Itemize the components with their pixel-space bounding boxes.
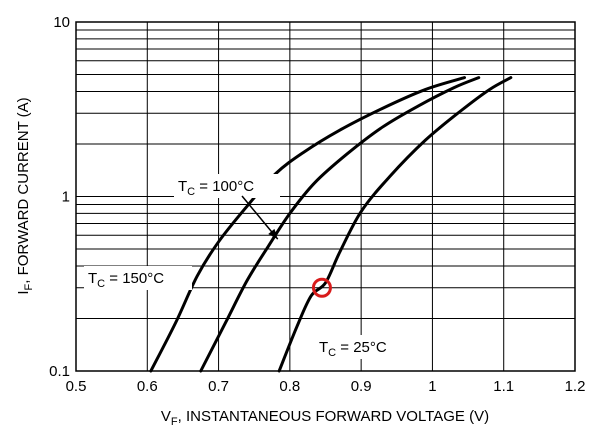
label-tc-100c-bg <box>174 174 280 198</box>
x-tick-label: 0.8 <box>279 378 300 395</box>
series-line-tc-25c <box>277 76 513 373</box>
highlight-marker <box>311 277 332 298</box>
y-tick-label: 0.1 <box>49 363 70 380</box>
series-line-tc-150c <box>149 76 467 373</box>
annotations: TC = 150°C TC = 100°C TC = 25°C <box>84 174 413 359</box>
x-tick-label: 1 <box>428 378 436 395</box>
x-tick-label: 0.6 <box>137 378 158 395</box>
x-axis-title: VF, INSTANTANEOUS FORWARD VOLTAGE (V) <box>161 408 489 428</box>
plot-border <box>75 21 576 372</box>
label-tc-25c: TC = 25°C <box>319 339 387 359</box>
label-tc-100c: TC = 100°C <box>178 178 254 198</box>
series-line-tc-100c <box>199 76 481 373</box>
label-tc-150c-bg <box>84 266 192 290</box>
tick-labels: 0.5 0.6 0.7 0.8 0.9 1 1.1 1.2 0.1 1 10 <box>49 14 585 395</box>
x-tick-label: 1.2 <box>565 378 586 395</box>
x-tick-label: 0.9 <box>351 378 372 395</box>
label-tc-150c: TC = 150°C <box>88 270 164 290</box>
grid <box>75 21 576 372</box>
y-tick-label: 10 <box>53 14 70 31</box>
y-axis-title: IF, FORWARD CURRENT (A) <box>15 97 35 294</box>
series-group <box>149 76 513 373</box>
x-tick-label: 0.7 <box>208 378 229 395</box>
arrowhead-100c <box>268 228 278 240</box>
x-tick-label: 0.5 <box>66 378 87 395</box>
plot-frame <box>75 21 576 372</box>
label-tc-25c-bg <box>315 335 413 359</box>
y-tick-label: 1 <box>62 189 70 206</box>
x-tick-label: 1.1 <box>493 378 514 395</box>
